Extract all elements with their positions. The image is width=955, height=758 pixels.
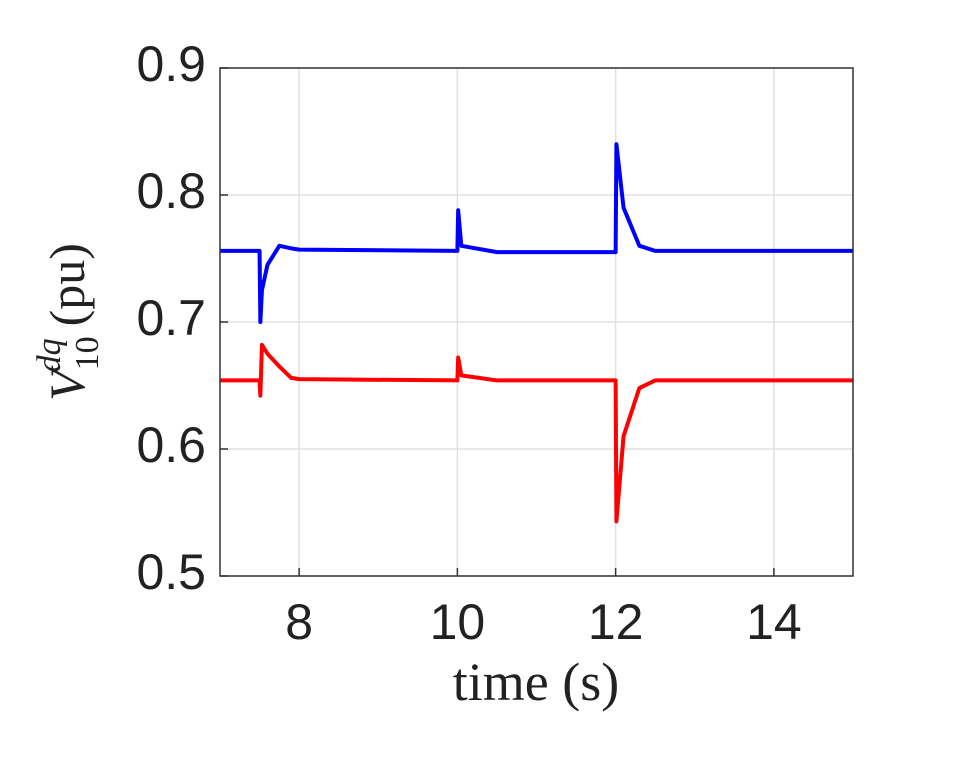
y-tick-label: 0.5 [136, 544, 206, 600]
y-tick-label: 0.9 [136, 36, 206, 92]
series-line [220, 142, 853, 324]
x-tick-label: 10 [430, 594, 486, 650]
x-axis-label: time (s) [453, 652, 619, 712]
series-line [220, 342, 853, 524]
y-tick-label: 0.7 [136, 290, 206, 346]
y-label-base: V [39, 365, 95, 401]
plot-frame [219, 67, 854, 577]
y-tick-label: 0.8 [136, 163, 206, 219]
y-label-sub: 10 [69, 336, 106, 370]
x-tick-label: 12 [588, 594, 644, 650]
y-label-sup: dq [31, 338, 68, 372]
y-label-unit: (pu) [39, 243, 95, 326]
y-axis-label: V10dq (pu) [31, 243, 106, 401]
y-tick-label: 0.6 [136, 417, 206, 473]
x-tick-label: 14 [746, 594, 802, 650]
x-tick-label: 8 [285, 594, 313, 650]
